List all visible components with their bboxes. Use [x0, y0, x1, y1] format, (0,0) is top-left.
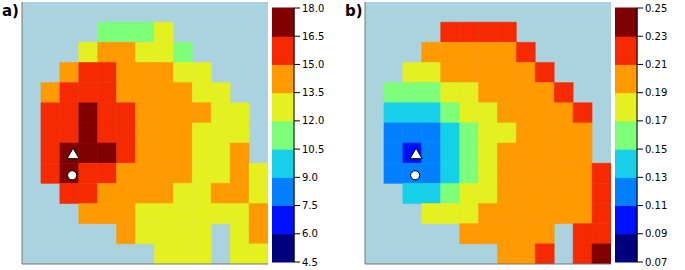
- svg-text:4.5: 4.5: [302, 257, 318, 268]
- svg-text:0.19: 0.19: [645, 87, 667, 98]
- svg-text:0.07: 0.07: [645, 257, 667, 268]
- svg-text:12.0: 12.0: [302, 115, 324, 126]
- svg-text:0.21: 0.21: [645, 59, 667, 70]
- svg-text:18.0: 18.0: [302, 3, 324, 14]
- svg-text:15.0: 15.0: [302, 59, 324, 70]
- svg-text:0.09: 0.09: [645, 228, 667, 239]
- svg-text:13.5: 13.5: [302, 87, 324, 98]
- svg-text:6.0: 6.0: [302, 228, 318, 239]
- html-text:b): b): [345, 2, 363, 20]
- svg-text:0.23: 0.23: [645, 31, 667, 42]
- svg-text:10.5: 10.5: [302, 144, 324, 155]
- svg-text:7.5: 7.5: [302, 200, 318, 211]
- svg-text:9.0: 9.0: [302, 172, 318, 183]
- svg-text:0.25: 0.25: [645, 3, 667, 14]
- html-text:a): a): [2, 2, 19, 20]
- svg-text:0.17: 0.17: [645, 115, 667, 126]
- svg-text:0.11: 0.11: [645, 200, 667, 211]
- svg-text:0.15: 0.15: [645, 144, 667, 155]
- svg-text:0.13: 0.13: [645, 172, 667, 183]
- svg-text:16.5: 16.5: [302, 31, 324, 42]
